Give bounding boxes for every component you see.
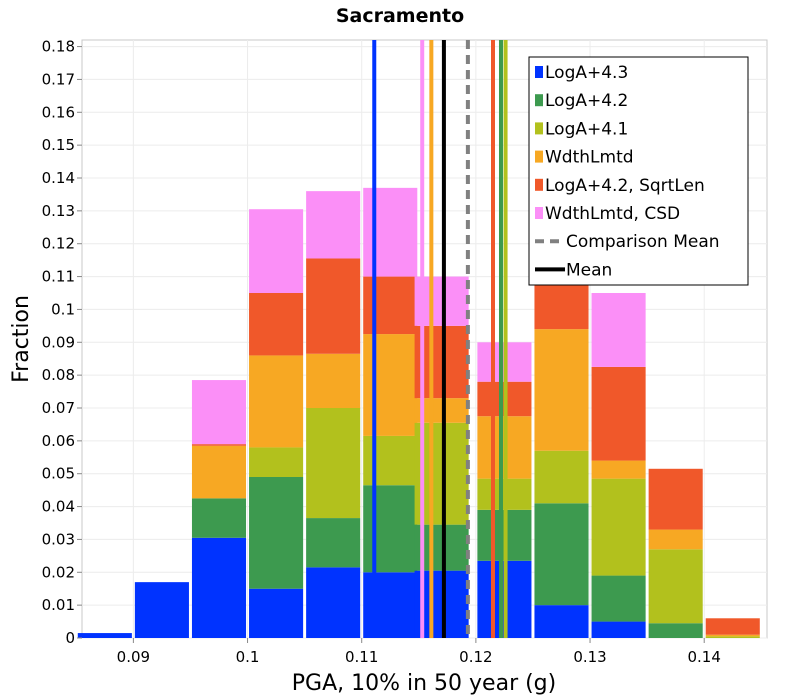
y-tick-label: 0.04	[42, 498, 75, 516]
y-tick-label: 0.12	[42, 235, 75, 253]
y-axis-label: Fraction	[9, 295, 34, 383]
y-tick-label: 0.06	[42, 432, 75, 450]
chart-title: Sacramento	[336, 5, 464, 27]
bar-segment	[249, 209, 304, 293]
legend: LogA+4.3 LogA+4.2 LogA+4.1 WdthLmtd LogA+4.2…	[528, 56, 749, 286]
y-tick-label: 0.03	[42, 530, 75, 548]
legend-swatch	[535, 178, 543, 191]
y-tick-label: 0.13	[42, 202, 75, 220]
y-tick-label: 0.01	[42, 596, 75, 614]
bar-segment	[191, 380, 247, 445]
bar-segment	[191, 445, 247, 499]
bars-group	[77, 187, 760, 638]
bar-segment	[191, 444, 247, 446]
y-tick-label: 0.08	[42, 366, 75, 384]
bar-segment	[648, 623, 703, 638]
y-tick-label: 0.02	[42, 563, 75, 581]
bar-segment	[134, 582, 189, 638]
bar-segment	[306, 191, 361, 259]
legend-label: WdthLmtd, CSD	[545, 204, 680, 224]
bar-segment	[648, 468, 703, 530]
x-tick-label: 0.13	[573, 648, 606, 666]
bar-segment	[591, 293, 646, 367]
bar-segment	[591, 575, 646, 622]
bar-segment	[705, 634, 760, 637]
y-tick-label: 0.09	[42, 333, 75, 351]
y-tick-label: 0.14	[42, 169, 75, 187]
legend-swatch	[535, 94, 543, 107]
bar-segment	[648, 549, 703, 624]
y-tick-label: 0.18	[42, 38, 75, 56]
bar-segment	[191, 498, 247, 538]
bar-segment	[591, 366, 646, 461]
y-tick-label: 0.11	[42, 268, 75, 286]
bar-segment	[534, 450, 589, 504]
x-axis-ticks: 0.09 0.1 0.11 0.12 0.13 0.14	[117, 638, 721, 666]
y-axis-ticks: 0 0.01 0.02 0.03 0.04 0.05 0.06 0.07 0.08 0.09 0.1…	[42, 38, 82, 647]
bar-segment	[77, 633, 132, 638]
bar-segment	[705, 636, 760, 638]
bar-segment	[306, 258, 361, 354]
legend-swatch	[535, 66, 543, 78]
bar-segment	[534, 605, 589, 638]
bar-segment	[363, 276, 418, 335]
bar-segment	[249, 355, 304, 448]
bar-segment	[591, 478, 646, 576]
legend-label: Mean	[566, 260, 612, 280]
legend-label: WdthLmtd	[545, 148, 634, 168]
mean-lines-group	[372, 40, 508, 638]
bar-segment	[306, 408, 361, 519]
x-axis-label: PGA, 10% in 50 year (g)	[292, 671, 556, 696]
bar-segment	[648, 529, 703, 550]
x-tick-label: 0.09	[117, 648, 150, 666]
bar-segment	[249, 447, 304, 477]
bar-segment	[534, 503, 589, 606]
bar-segment	[705, 618, 760, 635]
x-tick-label: 0.12	[459, 648, 492, 666]
bar-segment	[363, 334, 418, 436]
bar-segment	[306, 353, 361, 408]
y-tick-label: 0.05	[42, 465, 75, 483]
y-tick-label: 0.07	[42, 399, 75, 417]
x-tick-label: 0.11	[345, 648, 378, 666]
legend-swatch	[535, 122, 543, 135]
bar-segment	[249, 293, 304, 356]
bar-segment	[591, 621, 646, 638]
y-tick-label: 0	[65, 629, 75, 647]
bar-segment	[306, 567, 361, 638]
legend-label: LogA+4.3	[545, 63, 628, 83]
legend-label: LogA+4.2	[545, 91, 628, 111]
bar-segment	[191, 537, 247, 638]
bar-segment	[363, 485, 418, 573]
y-tick-label: 0.16	[42, 103, 75, 121]
x-tick-label: 0.14	[688, 648, 721, 666]
bar-segment	[363, 572, 418, 638]
y-tick-label: 0.1	[51, 300, 75, 318]
bar-segment	[306, 518, 361, 568]
bar-segment	[249, 477, 304, 589]
legend-swatch	[535, 150, 543, 163]
legend-box	[528, 56, 749, 286]
legend-label: Comparison Mean	[566, 232, 720, 252]
legend-label: LogA+4.2, SqrtLen	[545, 176, 705, 196]
x-tick-label: 0.1	[236, 648, 260, 666]
y-tick-label: 0.15	[42, 136, 75, 154]
bar-segment	[249, 588, 304, 638]
bar-segment	[363, 435, 418, 486]
bar-segment	[534, 329, 589, 451]
legend-swatch	[535, 207, 543, 219]
bar-segment	[591, 460, 646, 479]
bar-segment	[363, 187, 418, 277]
legend-label: LogA+4.1	[545, 119, 628, 139]
y-tick-label: 0.17	[42, 70, 75, 88]
